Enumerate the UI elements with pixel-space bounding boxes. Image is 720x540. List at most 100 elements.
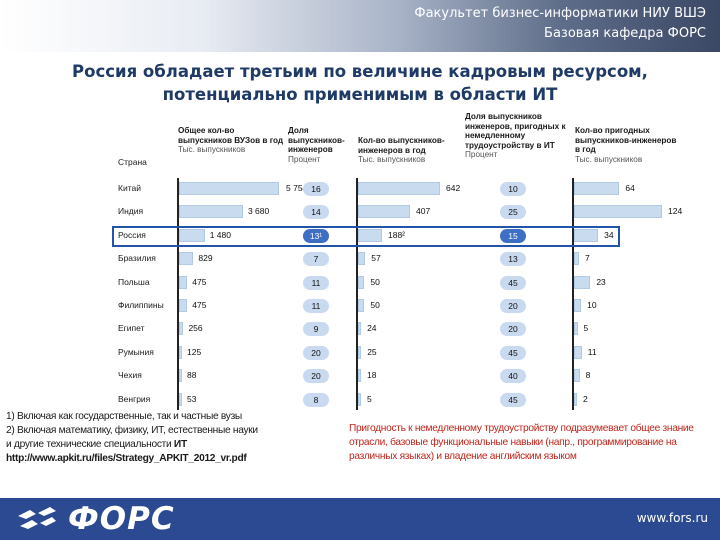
fors-logo-icon	[18, 507, 56, 529]
fors-logo: ФОРС	[14, 501, 175, 537]
fit-grads-value: 64	[625, 183, 635, 193]
row-country: Филиппины	[118, 300, 164, 310]
fors-logo-text: ФОРС	[68, 501, 175, 537]
col-header-eng-share-unit: Процент	[288, 154, 321, 164]
grads-bar	[179, 275, 188, 289]
eng-grads-value: 642	[446, 183, 461, 193]
row-country: Россия	[118, 229, 146, 240]
eng-share-badge: 8	[303, 392, 329, 407]
eng-grads-bar	[358, 275, 365, 289]
department-name: Базовая кафедра ФОРС	[544, 26, 706, 41]
fit-share-badge: 20	[500, 299, 526, 313]
header-band: Факультет бизнес-информатики НИУ ВШЭ Баз…	[0, 0, 720, 52]
footnotes: 1) Включая как государственные, так и ча…	[6, 410, 336, 466]
eng-share-badge: 11	[303, 299, 329, 313]
eng-share-badge: 14	[303, 205, 329, 220]
eng-grads-bar	[358, 205, 410, 219]
grads-value: 3 680	[247, 206, 270, 217]
fit-grads-bar	[574, 275, 591, 289]
eng-grads-value: 25	[367, 346, 377, 357]
axis-line-grads	[177, 178, 179, 410]
eng-share-badge: 20	[303, 369, 329, 384]
footer-band: ФОРС www.fors.ru	[0, 498, 720, 540]
slide-title: Россия обладает третьим по величине кадр…	[0, 60, 720, 106]
fit-grads-value: 11	[587, 346, 597, 357]
fit-grads-bar	[574, 205, 662, 219]
axis-line-fit-grads	[572, 178, 574, 410]
slide-title-line1: Россия обладает третьим по величине кадр…	[72, 62, 648, 81]
fit-grads-value: 23	[596, 276, 606, 287]
grads-bar	[179, 228, 205, 242]
eng-share-badge: 16	[303, 182, 329, 196]
row-country: Бразилия	[118, 253, 156, 264]
fit-share-badge: 20	[500, 322, 526, 337]
col-header-grads-title: Общее кол-во выпускников ВУЗов в год	[178, 126, 284, 145]
eng-grads-value: 57	[371, 253, 381, 264]
fit-share-badge: 15	[500, 228, 526, 243]
fit-grads-value: 5	[583, 323, 589, 334]
fit-grads-bar	[574, 252, 579, 266]
grads-bar	[179, 345, 182, 359]
eng-share-badge: 9	[303, 322, 329, 337]
footnote-2: 2) Включая математику, физику, ИТ, естес…	[6, 425, 258, 436]
grads-bar	[179, 369, 182, 383]
axis-line-eng-grads	[356, 178, 358, 410]
grads-bar	[179, 182, 279, 195]
col-header-eng-grads-title: Кол-во выпускников-инженеров в год	[358, 136, 445, 155]
eng-grads-value: 18	[367, 370, 377, 381]
col-header-fit-share: Доля выпускников инженеров, пригодных к …	[465, 112, 571, 160]
fit-grads-bar	[574, 322, 578, 336]
col-header-fit-grads: Кол-во пригодных выпускников-инженеров в…	[575, 126, 677, 164]
col-header-fit-share-unit: Процент	[465, 150, 498, 159]
slide-title-line2: потенциально применимым в области ИТ	[162, 85, 558, 104]
row-country: Чехия	[118, 370, 142, 381]
fit-grads-bar	[574, 369, 580, 383]
fit-share-badge: 40	[500, 369, 526, 384]
fit-grads-bar	[574, 299, 582, 312]
graduates-table: Общее кол-во выпускников ВУЗов в год Тыс…	[110, 112, 682, 412]
row-country: Польша	[118, 276, 150, 287]
footnote-3: и другие технические специальности ИТ	[6, 438, 336, 452]
grads-bar	[179, 392, 182, 406]
fit-share-badge: 10	[500, 182, 526, 196]
grads-bar	[179, 299, 188, 312]
col-header-fit-share-title: Доля выпускников инженеров, пригодных к …	[465, 112, 566, 150]
eng-share-badge: 20	[303, 345, 329, 360]
footnote-3-text: и другие технические специальности	[6, 439, 174, 450]
grads-value: 475	[192, 300, 207, 310]
website-link[interactable]: www.fors.ru	[636, 511, 708, 525]
footnote-3-bold: ИТ	[173, 439, 187, 450]
col-header-fit-grads-unit: Тыс. выпускников	[575, 154, 643, 164]
row-country: Китай	[118, 183, 141, 193]
eng-grads-bar	[358, 392, 361, 406]
fit-grads-value: 8	[585, 370, 591, 381]
eng-share-badge: 13¹	[303, 228, 329, 243]
eng-grads-value: 407	[415, 206, 431, 217]
fit-share-badge: 45	[500, 275, 526, 290]
eng-grads-bar	[358, 228, 382, 242]
row-country: Египет	[118, 323, 145, 334]
eng-grads-value: 5	[367, 393, 372, 404]
fitness-note: Пригодность к немедленному трудоустройст…	[349, 423, 694, 462]
grads-value: 256	[188, 323, 203, 334]
eng-grads-bar	[358, 322, 362, 336]
row-country: Индия	[118, 206, 144, 217]
grads-bar	[179, 205, 243, 219]
eng-grads-bar	[358, 299, 365, 312]
eng-grads-bar	[358, 369, 361, 383]
col-header-fit-grads-title: Кол-во пригодных выпускников-инженеров в…	[575, 126, 677, 154]
eng-share-badge: 7	[303, 252, 329, 267]
source-link[interactable]: http://www.apkit.ru/files/Strategy_APKIT…	[6, 453, 247, 464]
col-header-eng-share-title: Доля выпускников-инженеров	[288, 126, 345, 154]
col-header-country: Страна	[118, 157, 147, 167]
eng-grads-value: 50	[370, 276, 380, 287]
eng-grads-value: 188²	[388, 229, 406, 240]
col-header-eng-grads-unit: Тыс. выпускников	[358, 155, 426, 164]
row-country: Венгрия	[118, 393, 151, 404]
footnote-1: 1) Включая как государственные, так и ча…	[6, 411, 242, 422]
fit-grads-value: 34	[604, 229, 614, 240]
row-country: Румыния	[118, 346, 154, 357]
fit-grads-bar	[574, 228, 599, 242]
grads-value: 5 754	[286, 183, 308, 193]
fit-share-badge: 13	[500, 252, 526, 267]
